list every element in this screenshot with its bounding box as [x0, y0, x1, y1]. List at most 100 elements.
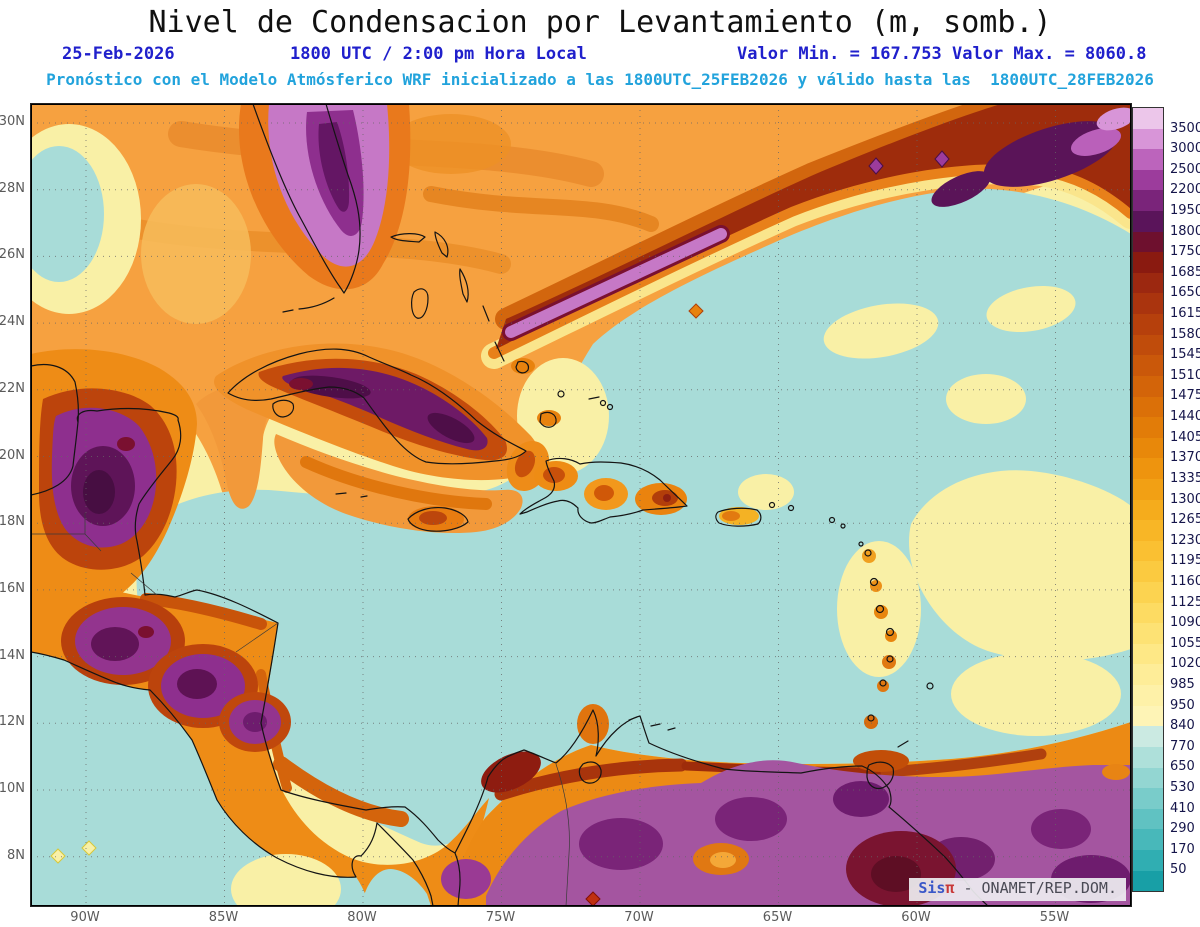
colorbar-segment [1133, 499, 1163, 521]
colorbar-tick-label: 1125 [1170, 594, 1200, 610]
colorbar-segment [1133, 190, 1163, 212]
florida-anomaly [238, 104, 411, 290]
lon-tick-label: 80W [347, 910, 377, 925]
colorbar-tick-label: 1160 [1170, 573, 1200, 589]
lat-tick-label: 10N [0, 781, 25, 796]
colorbar-segment [1133, 334, 1163, 356]
lat-tick-label: 14N [0, 647, 25, 663]
coastlines [31, 104, 989, 906]
country-borders [31, 513, 570, 906]
colorbar-segment [1133, 252, 1163, 273]
time-label: 1800 UTC / 2:00 pm Hora Local [290, 44, 587, 64]
south-america-anomaly [441, 704, 1131, 906]
cuba-anomaly [214, 343, 550, 492]
lon-tick-label: 60W [901, 910, 931, 925]
colorbar-segment [1133, 808, 1163, 830]
colorbar-tick-label: 1950 [1170, 203, 1200, 219]
colorbar-segment [1133, 685, 1163, 706]
colorbar-segment [1133, 375, 1163, 397]
colorbar-segment [1133, 849, 1163, 871]
colorbar-tick-label: 1405 [1170, 429, 1200, 445]
colorbar-tick-label: 1020 [1170, 656, 1200, 672]
colorbar-segment [1133, 623, 1163, 644]
colorbar-segment [1133, 705, 1163, 727]
colorbar-tick-label: 770 [1170, 738, 1195, 754]
lat-tick-label: 26N [0, 247, 25, 263]
colorbar-segment [1133, 437, 1163, 459]
colorbar-segment [1133, 788, 1163, 809]
islands-anomalies [408, 358, 759, 532]
colorbar-tick-label: 530 [1170, 779, 1195, 795]
colorbar-tick-label: 1055 [1170, 635, 1200, 651]
lat-tick-label: 22N [0, 380, 25, 396]
lat-tick-label: 16N [0, 580, 25, 596]
colorbar-segment [1133, 870, 1163, 892]
colorbar-segment [1133, 767, 1163, 789]
colorbar-tick-label: 3500 [1170, 120, 1200, 136]
colorbar-segment [1133, 829, 1163, 850]
map-frame [31, 104, 1131, 906]
colorbar-tick-label: 1230 [1170, 532, 1200, 548]
valor-max-label: Valor Max. = 8060.8 [952, 44, 1147, 64]
colorbar-segment [1133, 726, 1163, 747]
colorbar-segment [1133, 478, 1163, 500]
colorbar-tick-label: 840 [1170, 718, 1195, 734]
lat-axis: 30N 28N 26N 24N 22N 20N 18N 16N 14N 12N 10N 8N [0, 103, 28, 905]
valor-min-label: Valor Min. = 167.753 [737, 44, 942, 64]
page-title: Nivel de Condensacion por Levantamiento … [148, 5, 1052, 40]
lat-tick-label: 28N [0, 180, 25, 196]
colorbar-tick-label: 1750 [1170, 244, 1200, 260]
colorbar-segment [1133, 643, 1163, 665]
lat-tick-label: 12N [0, 714, 25, 730]
map-area: Sisπ - ONAMET/REP.DOM. [30, 103, 1132, 907]
colorbar-segment [1133, 314, 1163, 335]
colorbar-tick-label: 1195 [1170, 553, 1200, 569]
colorbar-tick-label: 410 [1170, 800, 1195, 816]
lat-tick-label: 24N [0, 314, 25, 330]
colorbar-tick-label: 1475 [1170, 388, 1200, 404]
colorbar-segment [1133, 169, 1163, 191]
diagonal-band [481, 104, 1131, 369]
colorbar-segment [1133, 231, 1163, 253]
forecast-line: Pronóstico con el Modelo Atmósferico WRF… [46, 70, 1154, 89]
colorbar: 3500 3000 2500 2200 1950 1800 1750 1685 1650 1615… [1132, 107, 1200, 892]
lat-tick-label: 8N [7, 847, 25, 863]
colorbar-tick-label: 1510 [1170, 367, 1200, 383]
colorbar-tick-label: 1090 [1170, 615, 1200, 631]
colorbar-tick-label: 2200 [1170, 182, 1200, 198]
lat-tick-label: 18N [0, 514, 25, 530]
colorbar-segment [1133, 293, 1163, 315]
lon-tick-label: 90W [70, 910, 100, 925]
marker-diamonds [50, 303, 704, 906]
map-canvas [31, 104, 1131, 906]
date-label: 25-Feb-2026 [62, 44, 175, 64]
colorbar-tick-label: 1580 [1170, 326, 1200, 342]
colorbar-tick-label: 1370 [1170, 450, 1200, 466]
colorbar-segment [1133, 561, 1163, 583]
colorbar-tick-label: 1615 [1170, 306, 1200, 322]
lat-tick-label: 30N [0, 114, 25, 129]
lon-axis: 90W 85W 80W 75W 70W 65W 60W 55W [30, 908, 1130, 926]
watermark: Sisπ - ONAMET/REP.DOM. [909, 878, 1126, 901]
colorbar-segment [1133, 582, 1163, 603]
colorbar-segment [1133, 211, 1163, 232]
lon-tick-label: 85W [208, 910, 239, 925]
colorbar-segment [1133, 149, 1163, 170]
colorbar-segments [1132, 107, 1164, 892]
colorbar-tick-label: 1545 [1170, 347, 1200, 363]
colorbar-segment [1133, 540, 1163, 562]
colorbar-tick-label: 3000 [1170, 141, 1200, 157]
watermark-brand: Sis [918, 879, 946, 897]
cayman-tongue [274, 434, 523, 534]
colorbar-tick-label: 1800 [1170, 223, 1200, 239]
lon-tick-label: 55W [1039, 910, 1070, 925]
lon-tick-label: 65W [762, 910, 793, 925]
colorbar-segment [1133, 458, 1163, 479]
colorbar-tick-label: 1685 [1170, 264, 1200, 280]
colorbar-tick-label: 1335 [1170, 470, 1200, 486]
lon-tick-label: 75W [485, 910, 516, 925]
colorbar-segment [1133, 355, 1163, 376]
lat-tick-label: 20N [0, 447, 25, 463]
colorbar-segment [1133, 272, 1163, 294]
colorbar-tick-label: 2500 [1170, 161, 1200, 177]
